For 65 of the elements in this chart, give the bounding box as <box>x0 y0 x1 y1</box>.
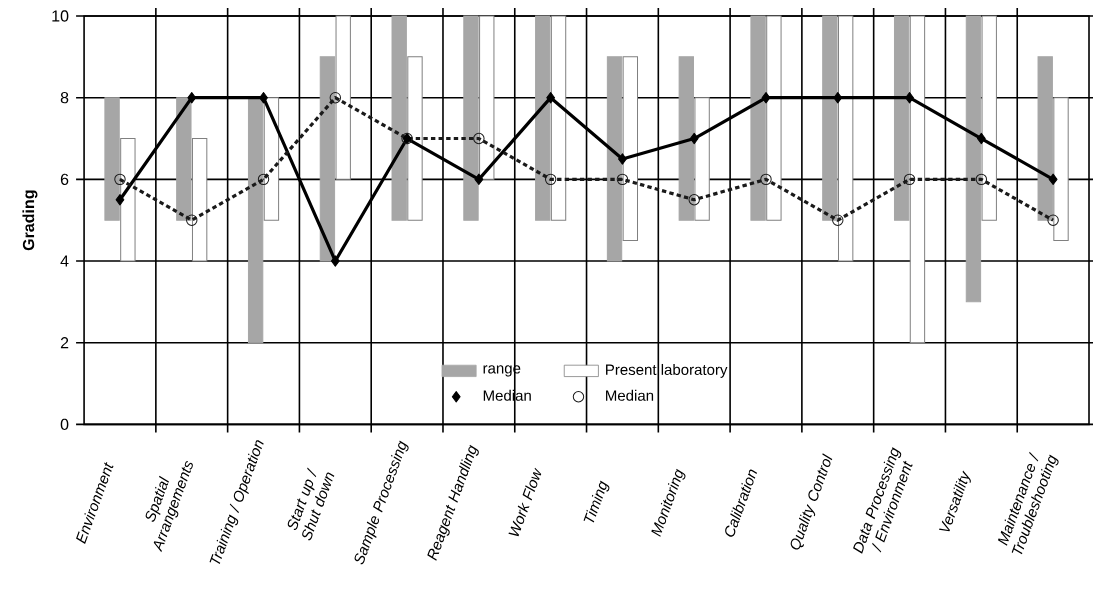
bar <box>1053 97 1069 242</box>
point <box>903 173 916 186</box>
bar <box>678 56 694 221</box>
point <box>761 92 771 104</box>
point <box>832 214 844 227</box>
bar <box>965 15 982 303</box>
point <box>473 133 485 145</box>
bar <box>822 15 838 221</box>
point <box>975 173 988 186</box>
y-tick-label: 8 <box>60 92 69 104</box>
y-tick-label: 4 <box>60 255 69 267</box>
y-tick-label: 2 <box>60 337 69 349</box>
point <box>114 173 126 186</box>
point <box>329 92 342 104</box>
point <box>544 173 557 186</box>
bar <box>120 138 136 262</box>
bar <box>463 15 479 221</box>
point <box>259 92 268 104</box>
point <box>688 194 700 206</box>
bar <box>606 56 623 262</box>
x-tick-label: Start up / Shut down <box>287 467 335 541</box>
legend-label: Median <box>606 390 654 402</box>
bar <box>191 138 208 262</box>
bar <box>766 15 782 221</box>
bar <box>319 56 336 262</box>
y-tick-label: 6 <box>60 173 69 186</box>
point <box>474 173 484 186</box>
legend-label: Present laboratory <box>606 364 728 379</box>
bar <box>479 15 495 181</box>
bar <box>407 56 423 221</box>
point <box>976 133 986 145</box>
bar <box>176 97 192 221</box>
bar <box>391 15 407 221</box>
bar <box>550 15 567 221</box>
x-tick-label: Work Flow <box>508 467 542 537</box>
bar <box>893 15 910 221</box>
bar <box>750 15 766 221</box>
y-tick-label: 0 <box>60 418 69 431</box>
bar <box>981 15 997 221</box>
point <box>115 194 125 206</box>
y-tick-label: 10 <box>52 10 69 22</box>
y-axis-title: Grading <box>22 190 38 251</box>
point <box>618 153 627 165</box>
bar <box>247 97 264 344</box>
bar <box>622 56 639 242</box>
point <box>187 92 197 104</box>
point <box>616 173 629 186</box>
point <box>330 255 340 267</box>
bar <box>535 15 551 221</box>
point <box>546 92 556 104</box>
point <box>689 133 699 145</box>
bar <box>909 15 926 344</box>
x-tick-label: Quality Control <box>790 453 833 550</box>
bar <box>694 97 710 221</box>
bar <box>335 15 351 181</box>
bar <box>104 97 120 221</box>
point <box>760 173 772 186</box>
point <box>186 214 198 227</box>
bar <box>1037 56 1053 221</box>
point <box>257 173 270 186</box>
point <box>905 92 914 104</box>
point <box>1047 214 1059 227</box>
point <box>833 92 843 104</box>
point <box>1048 173 1058 186</box>
bar <box>837 15 854 262</box>
